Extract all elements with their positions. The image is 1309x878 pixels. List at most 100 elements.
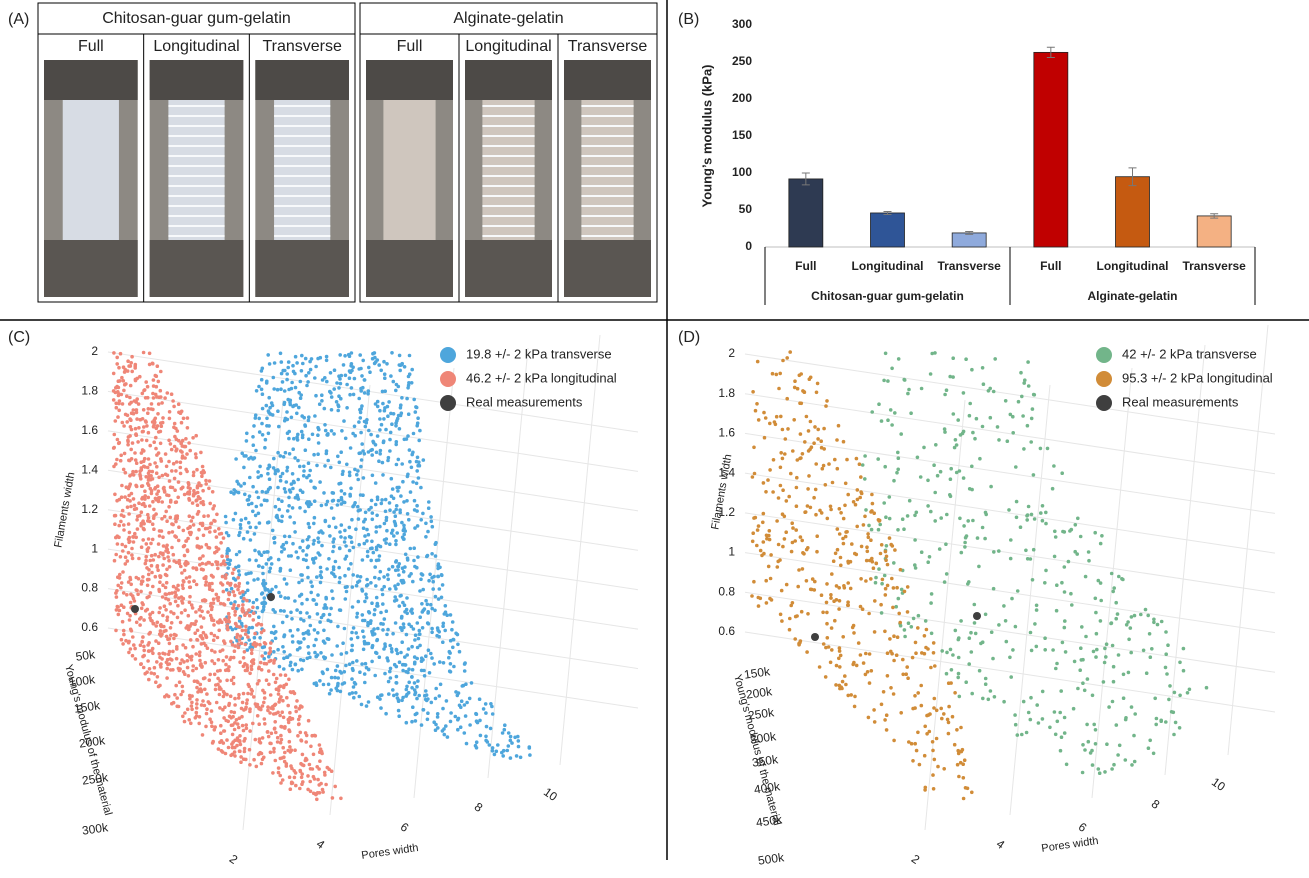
scatter-point — [146, 578, 150, 582]
scatter-point — [232, 656, 236, 660]
scatter-point — [154, 447, 158, 451]
y-tick-label: 0 — [745, 239, 752, 253]
scatter-point — [142, 502, 146, 506]
scatter-point — [250, 648, 254, 652]
scatter-point — [375, 639, 379, 643]
scatter-point — [286, 366, 290, 370]
scatter-point — [201, 733, 205, 737]
scatter-point — [442, 661, 446, 665]
scatter-point — [300, 668, 304, 672]
scatter-point — [222, 536, 226, 540]
scatter-point — [224, 618, 228, 622]
scatter-point — [180, 487, 184, 491]
scatter-point — [286, 704, 290, 708]
scatter-point — [244, 706, 248, 710]
scatter-point — [915, 749, 919, 753]
scatter-point — [776, 565, 780, 569]
scatter-point — [186, 416, 190, 420]
scatter-point — [1055, 583, 1059, 587]
scatter-point — [267, 396, 271, 400]
scatter-point — [410, 368, 414, 372]
scatter-point — [388, 508, 392, 512]
scatter-point — [754, 516, 758, 520]
scatter-point — [436, 628, 440, 632]
scatter-point — [325, 359, 329, 363]
scatter-point — [1009, 538, 1013, 542]
scatter-point — [119, 459, 123, 463]
scatter-point — [910, 625, 914, 629]
scatter-point — [1094, 611, 1098, 615]
scatter-point — [430, 631, 434, 635]
scatter-point — [378, 554, 382, 558]
scatter-point — [382, 417, 386, 421]
scatter-point — [410, 720, 414, 724]
scatter-point — [147, 472, 151, 476]
scatter-point — [343, 670, 347, 674]
scatter-point — [180, 611, 184, 615]
scatter-point — [179, 461, 183, 465]
scatter-point — [373, 632, 377, 636]
scatter-point — [933, 351, 937, 355]
scatter-point — [115, 406, 119, 410]
scatter-point — [261, 392, 265, 396]
scatter-point — [786, 427, 790, 431]
scatter-point — [427, 500, 431, 504]
scatter-point — [348, 526, 352, 530]
scatter-point — [434, 554, 438, 558]
scatter-point — [1041, 519, 1045, 523]
scatter-point — [1166, 643, 1170, 647]
scatter-point — [955, 728, 959, 732]
y-tick-label: 0.8 — [81, 581, 98, 595]
scatter-point — [933, 697, 937, 701]
scatter-point — [268, 477, 272, 481]
scatter-point — [897, 456, 901, 460]
scatter-point — [367, 508, 371, 512]
scatter-point — [396, 583, 400, 587]
scatter-point — [289, 629, 293, 633]
scatter-point — [377, 459, 381, 463]
scatter-point — [224, 719, 228, 723]
scatter-point — [883, 574, 887, 578]
scatter-point — [785, 499, 789, 503]
scatter-point — [190, 655, 194, 659]
scatter-point — [449, 720, 453, 724]
scatter-point — [1059, 749, 1063, 753]
scatter-point — [907, 388, 911, 392]
group-label: Alginate-gelatin — [1087, 289, 1177, 303]
scatter-point — [152, 558, 156, 562]
scatter-point — [252, 424, 256, 428]
scatter-point — [326, 459, 330, 463]
scatter-point — [1116, 612, 1120, 616]
scatter-point — [866, 670, 870, 674]
scatter-point — [320, 504, 324, 508]
scatter-point — [165, 568, 169, 572]
scatter-point — [488, 743, 492, 747]
scatter-point — [390, 351, 394, 355]
scatter-point — [135, 518, 139, 522]
scatter-point — [971, 431, 975, 435]
scatter-point — [147, 457, 151, 461]
scatter-point — [195, 667, 199, 671]
scatter-point — [1112, 586, 1116, 590]
scatter-point — [1060, 471, 1064, 475]
scatter-point — [1086, 677, 1090, 681]
scatter-point — [199, 451, 203, 455]
scatter-point — [343, 354, 347, 358]
scatter-point — [374, 530, 378, 534]
scatter-point — [170, 591, 174, 595]
scatter-point — [248, 729, 252, 733]
scatter-point — [227, 665, 231, 669]
scatter-point — [903, 635, 907, 639]
scatter-point — [970, 488, 974, 492]
scatter-point — [183, 554, 187, 558]
scatter-point — [252, 578, 256, 582]
scatter-point — [200, 642, 204, 646]
panel-label: (A) — [8, 11, 29, 28]
scatter-point — [190, 708, 194, 712]
scatter-point — [351, 605, 355, 609]
scatter-point — [416, 524, 420, 528]
scatter-point — [372, 551, 376, 555]
scatter-point — [763, 436, 767, 440]
scatter-point — [360, 588, 364, 592]
scatter-point — [861, 463, 865, 467]
